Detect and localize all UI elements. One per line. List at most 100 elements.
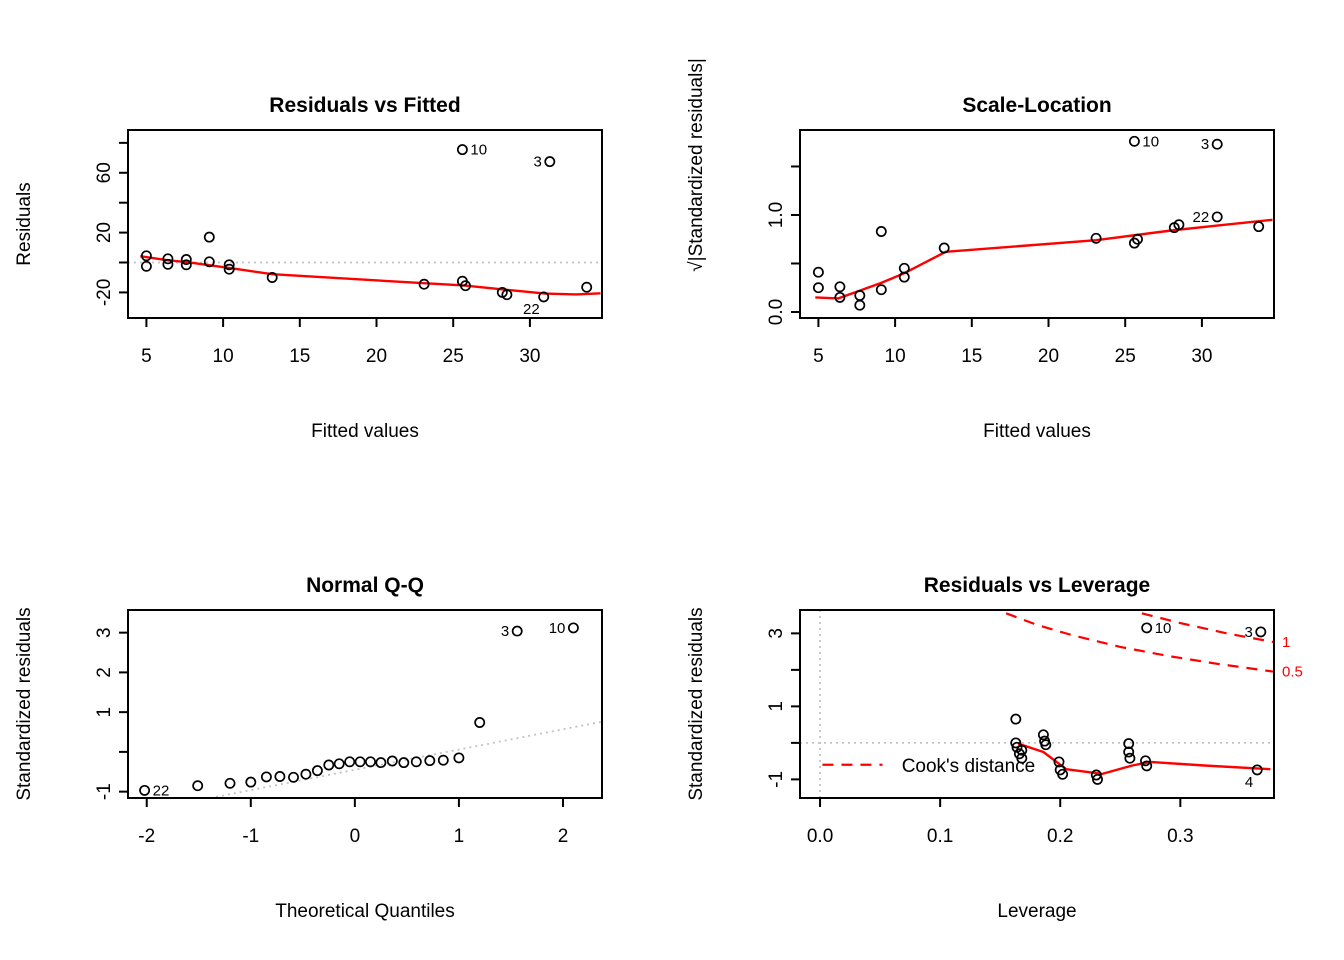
data-point <box>875 226 887 237</box>
x-axis-label: Fitted values <box>983 421 1091 442</box>
x-tick-label: 30 <box>1191 346 1212 367</box>
data-point <box>834 291 846 303</box>
data-point <box>140 260 152 272</box>
data-point <box>1057 768 1069 780</box>
plot-border <box>127 129 603 319</box>
point-id-label: 22 <box>153 782 170 799</box>
data-point <box>501 289 513 301</box>
axis-ticks <box>119 141 531 327</box>
data-point <box>437 754 449 766</box>
x-tick-label: 0.3 <box>1167 826 1193 847</box>
point-id-label: 10 <box>470 142 487 159</box>
panel-residuals-vs-fitted: 10 3 22 5 10 15 20 25 30 -20 20 60 Residuals vs Fitt… <box>0 0 672 480</box>
residuals-vs-fitted-plot: 10 3 22 5 10 15 20 25 30 -20 20 60 Residuals vs Fitt… <box>14 94 603 442</box>
data-point <box>581 281 593 293</box>
data-point <box>474 717 486 728</box>
panel-title: Residuals vs Fitted <box>269 94 460 117</box>
data-point <box>203 231 215 243</box>
data-point <box>375 757 387 769</box>
x-tick-label: 15 <box>289 346 310 367</box>
x-axis-label: Fitted values <box>311 421 419 442</box>
data-point <box>1123 746 1135 758</box>
plot-border <box>799 129 1275 319</box>
data-point <box>203 256 215 268</box>
x-tick-label: 5 <box>141 346 152 367</box>
data-point <box>266 272 278 283</box>
x-tick-label: 10 <box>885 346 906 367</box>
data-point <box>288 771 299 783</box>
panel-title: Normal Q-Q <box>306 574 424 597</box>
x-tick-label: 0.2 <box>1047 826 1073 847</box>
cooks-contour-label: 1 <box>1282 634 1290 651</box>
data-point <box>1211 211 1223 223</box>
data-point <box>834 281 846 293</box>
data-point <box>1255 626 1267 638</box>
x-tick-label: 0.1 <box>927 826 953 847</box>
data-point <box>1016 752 1028 764</box>
data-point <box>938 242 950 254</box>
axis-ticks <box>791 165 1203 327</box>
data-point <box>511 625 523 637</box>
point-id-label: 22 <box>1193 209 1210 226</box>
reference-lines <box>210 720 603 799</box>
data-point <box>162 258 174 270</box>
y-axis-label: √|Standardized residuals| <box>686 58 707 272</box>
x-axis-label: Leverage <box>997 901 1076 922</box>
data-point <box>192 780 204 792</box>
data-point <box>1090 232 1102 244</box>
data-point <box>365 756 376 768</box>
data-point <box>1140 755 1151 767</box>
data-point <box>1251 764 1263 776</box>
points-layer <box>140 144 593 303</box>
data-point <box>139 784 151 796</box>
x-tick-label: 25 <box>1115 346 1136 367</box>
data-point <box>453 752 465 764</box>
data-point <box>224 777 236 789</box>
x-tick-label: 2 <box>558 826 569 847</box>
data-point <box>812 266 824 278</box>
qq-reference-line <box>210 720 603 799</box>
data-point <box>223 263 235 275</box>
data-point <box>460 280 471 292</box>
x-tick-label: 20 <box>1038 346 1059 367</box>
cooks-contour-label: 0.5 <box>1282 664 1303 681</box>
y-axis-label: Residuals <box>14 182 35 265</box>
normal-qq-plot: 22 3 10 -2 -1 0 1 2 -1 1 2 3 Normal Q-Q Theoretical Q… <box>14 574 603 922</box>
x-tick-label: 20 <box>366 346 387 367</box>
reference-lines <box>800 610 1274 798</box>
y-tick-label: -1 <box>94 783 115 800</box>
data-point <box>300 768 312 780</box>
x-tick-label: 1 <box>454 826 465 847</box>
data-point <box>180 259 192 271</box>
data-point <box>544 156 556 168</box>
data-point <box>333 758 345 770</box>
data-point <box>1211 138 1223 150</box>
y-tick-label: 0.0 <box>766 299 787 325</box>
data-point <box>567 622 579 634</box>
data-point <box>538 291 550 303</box>
residuals-vs-leverage-plot: 1 0.5 10 3 4 Cook's distance 0.0 0.1 0.2 0.3 -1 1 3 R… <box>686 574 1303 922</box>
data-point <box>1040 739 1052 751</box>
point-id-label: 3 <box>534 154 542 171</box>
point-id-label: 22 <box>523 301 540 318</box>
axis-ticks <box>119 631 564 807</box>
y-tick-label: -20 <box>94 279 115 306</box>
scale-location-plot: 10 3 22 5 10 15 20 25 30 0.0 1.0 Scale-Location Fitt… <box>686 58 1275 442</box>
points-layer <box>1010 622 1267 785</box>
points-layer <box>139 622 579 796</box>
data-point <box>162 253 174 265</box>
x-tick-label: -2 <box>138 826 155 847</box>
data-point <box>898 271 910 283</box>
panel-residuals-vs-leverage: 1 0.5 10 3 4 Cook's distance 0.0 0.1 0.2 0.3 -1 1 3 R… <box>672 480 1344 960</box>
data-point <box>898 262 910 274</box>
data-point <box>875 284 887 296</box>
data-point <box>410 756 422 768</box>
x-axis-label: Theoretical Quantiles <box>275 901 455 922</box>
x-tick-label: 5 <box>813 346 824 367</box>
plot-border <box>127 609 603 799</box>
data-point <box>1132 233 1143 245</box>
y-tick-label: 60 <box>94 162 115 183</box>
data-point <box>1124 752 1136 764</box>
